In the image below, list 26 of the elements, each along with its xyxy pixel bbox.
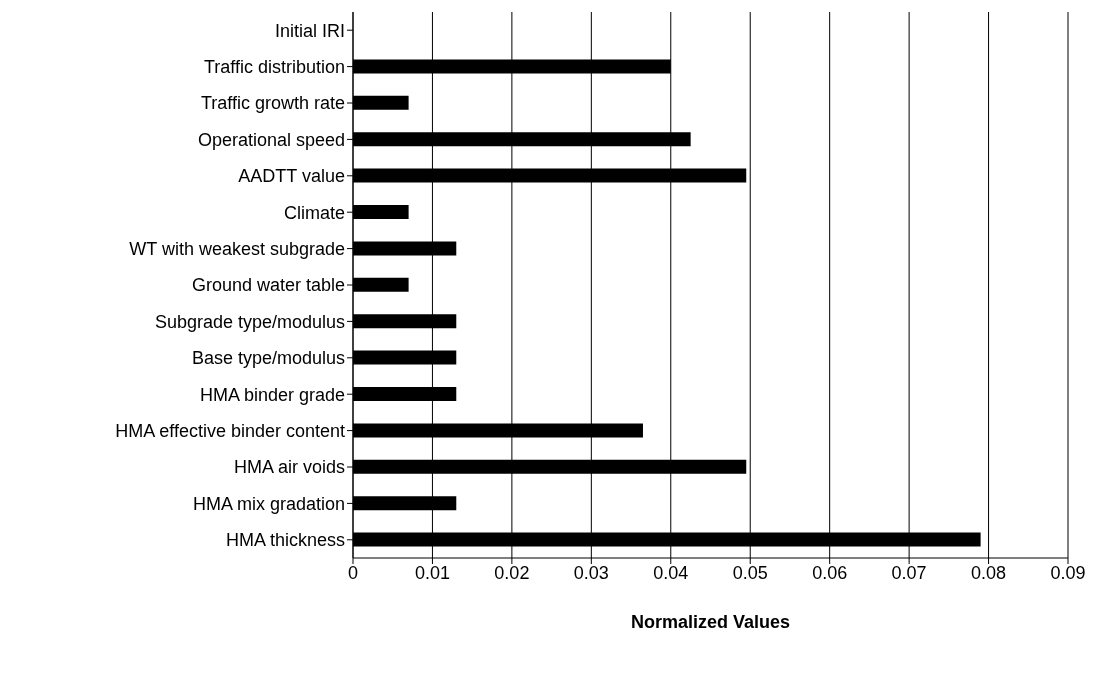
x-tick-label: 0.09 [1050, 562, 1086, 583]
y-tick-label: Initial IRI [274, 20, 345, 41]
y-tick-label: Base type/modulus [191, 348, 345, 369]
y-tick-label: HMA binder grade [199, 384, 345, 405]
x-tick-label: 0.01 [414, 562, 450, 583]
y-tick-label: HMA mix gradation [192, 493, 345, 514]
y-tick-label: Traffic distribution [203, 56, 345, 77]
x-tick-label: 0.06 [812, 562, 848, 583]
y-tick-label: HMA effective binder content [115, 420, 345, 441]
y-tick-label: Traffic growth rate [200, 93, 345, 114]
y-tick-label: AADTT value [238, 166, 345, 187]
y-tick-label: Operational speed [197, 129, 345, 150]
y-tick-label: Ground water table [191, 275, 345, 296]
y-tick-label: Subgrade type/modulus [154, 311, 345, 332]
x-tick-label: 0.07 [891, 562, 927, 583]
x-axis-title: Normalized Values [630, 612, 791, 632]
x-tick-label: 0.05 [732, 562, 768, 583]
y-tick-label: HMA air voids [233, 457, 345, 478]
x-tick-label: 0 [347, 562, 359, 583]
x-tick-label: 0.08 [971, 562, 1007, 583]
x-tick-label: 0.03 [573, 562, 609, 583]
x-tick-label: 0.04 [653, 562, 689, 583]
y-tick-label: HMA thickness [225, 530, 345, 551]
x-tick-label: 0.02 [494, 562, 530, 583]
y-tick-label: Climate [283, 202, 345, 223]
y-tick-label: WT with weakest subgrade [129, 238, 345, 259]
